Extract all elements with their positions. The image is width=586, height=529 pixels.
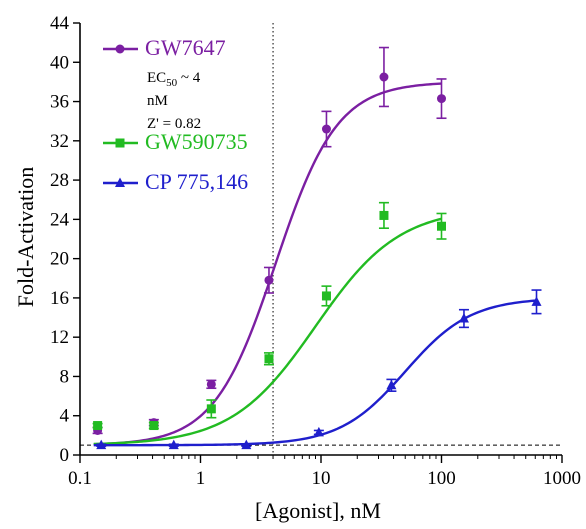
legend-label-gw590735: GW590735 [145,129,248,154]
y-tick-label: 20 [50,249,69,270]
ec50-unit: nM [147,93,168,109]
data-point [321,124,331,134]
ec50-annotation: EC50 ~ 4 nM Z' = 0.82 [147,70,201,132]
legend-marker-2 [115,177,125,187]
reference-lines [80,23,562,455]
data-point [149,421,159,431]
data-point [437,94,446,104]
data-markers [93,72,542,450]
data-point [313,426,324,437]
x-tick-label: 10 [312,468,331,489]
data-point [264,354,274,364]
x-tick-label: 0.1 [68,468,92,489]
data-point [96,439,107,450]
legend-marker-1 [115,138,125,148]
data-point [206,379,216,389]
y-tick-label: 36 [50,92,69,113]
data-point [241,439,252,450]
data-point [168,439,179,450]
axes: 0 4 8 12 16 20 24 28 32 36 40 44 0.1 1 10 100 1000 [50,13,581,489]
ec50-value: ~ 4 [177,70,201,86]
x-tick-label: 1000 [543,468,581,489]
data-point [93,421,103,431]
data-point [379,210,389,220]
y-tick-label: 32 [50,131,69,152]
x-tick-label: 100 [427,468,456,489]
y-tick-label: 28 [50,170,69,191]
y-tick-label: 24 [50,209,70,230]
y-tick-label: 12 [50,327,69,348]
y-tick-label: 8 [60,366,70,387]
data-point [458,313,469,323]
y-tick-label: 4 [60,406,70,427]
data-point [206,404,216,414]
y-axis-title: Fold-Activation [13,167,38,308]
legend: GW7647 GW590735 CP 775,146 [103,35,248,194]
data-point [321,291,331,301]
legend-label-gw7647: GW7647 [145,35,226,60]
y-tick-label: 0 [60,445,70,466]
data-point [264,275,274,285]
z-prime-label: Z' = 0.82 [147,116,201,132]
y-tick-label: 44 [50,13,70,34]
fit-curve-1 [93,217,442,446]
data-point [386,379,397,390]
x-axis-title: [Agonist], nM [255,498,381,523]
data-point [531,296,542,306]
ec50-label: EC50 ~ 4 [147,70,201,89]
legend-marker-0 [115,44,125,54]
x-tick-label: 1 [196,468,206,489]
y-tick-label: 40 [50,52,69,73]
data-point [379,72,389,82]
y-tick-label: 16 [50,288,69,309]
ec50-subscript: 50 [166,77,178,89]
ec50-prefix: EC [147,70,166,86]
fit-curve-2 [93,299,537,447]
data-point [437,221,446,231]
legend-label-cp775146: CP 775,146 [145,169,248,194]
